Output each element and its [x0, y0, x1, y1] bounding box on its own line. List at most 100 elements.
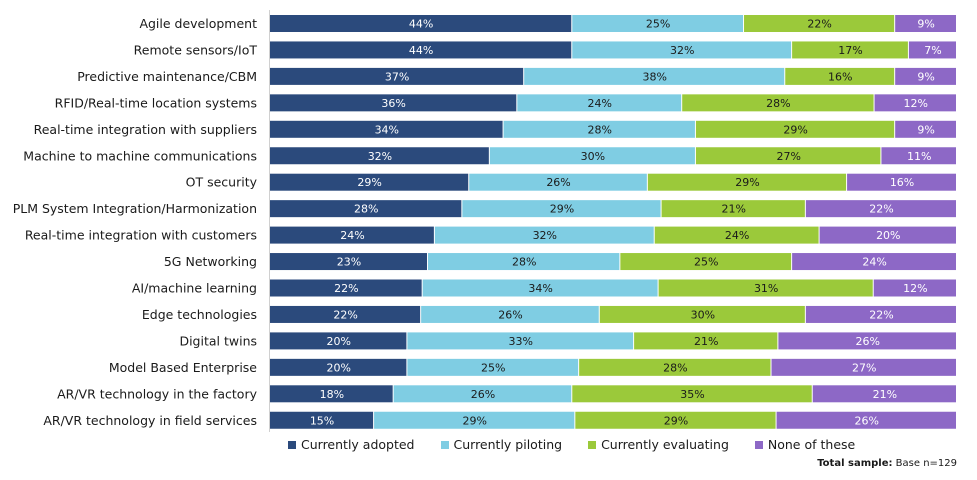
- bar-segment-currently-evaluating: [785, 67, 895, 85]
- data-label: 35%: [680, 388, 704, 401]
- data-label: 16%: [828, 70, 852, 83]
- bar-segment-currently-adopted: [270, 226, 434, 244]
- data-label: 20%: [876, 229, 900, 242]
- data-label: 29%: [462, 414, 486, 427]
- bar-segment-currently-evaluating: [695, 120, 895, 138]
- bar-segment-currently-adopted: [270, 15, 572, 32]
- bar-segment-currently-piloting: [462, 200, 661, 218]
- bar-segment-currently-adopted: [270, 120, 503, 138]
- bar-segment-currently-adopted: [270, 358, 407, 376]
- data-label: 32%: [670, 44, 694, 57]
- bar-segment-none-of-these: [812, 385, 956, 403]
- data-label: 12%: [904, 97, 928, 110]
- bar-segment-currently-adopted: [270, 253, 428, 271]
- bar-segment-currently-piloting: [524, 67, 785, 85]
- bar-segment-currently-piloting: [572, 15, 744, 32]
- data-label: 22%: [334, 282, 358, 295]
- category-label: Predictive maintenance/CBM: [77, 69, 257, 84]
- data-label: 26%: [498, 308, 522, 321]
- bar-segment-none-of-these: [847, 173, 956, 191]
- legend-label: Currently adopted: [301, 437, 415, 452]
- bar-segment-currently-piloting: [503, 120, 695, 138]
- data-label: 18%: [320, 388, 344, 401]
- data-label: 32%: [368, 150, 392, 163]
- data-label: 7%: [924, 44, 941, 57]
- footnote-text: Base n=129: [892, 458, 957, 469]
- bar-segment-currently-piloting: [374, 411, 575, 429]
- bar-segment-currently-piloting: [517, 94, 682, 112]
- category-label: Agile development: [139, 16, 257, 31]
- data-label: 29%: [664, 414, 688, 427]
- category-label: Edge technologies: [142, 307, 257, 322]
- data-label: 21%: [721, 203, 745, 216]
- bar-segment-currently-evaluating: [682, 94, 874, 112]
- data-label: 27%: [852, 361, 876, 374]
- category-label: Remote sensors/IoT: [134, 42, 258, 57]
- bar-segment-currently-evaluating: [654, 226, 819, 244]
- data-label: 24%: [340, 229, 364, 242]
- bar-segment-currently-piloting: [572, 41, 792, 59]
- data-label: 20%: [326, 361, 350, 374]
- legend-label: Currently evaluating: [601, 437, 729, 452]
- category-label: PLM System Integration/Harmonization: [13, 201, 257, 216]
- bar-segment-none-of-these: [895, 67, 956, 85]
- data-label: 29%: [783, 123, 807, 136]
- bar-segment-currently-adopted: [270, 305, 421, 323]
- bar-segment-none-of-these: [776, 411, 956, 429]
- data-label: 29%: [357, 176, 381, 189]
- category-label: Machine to machine communications: [23, 148, 257, 163]
- data-label: 34%: [528, 282, 552, 295]
- category-label: OT security: [186, 175, 258, 190]
- bar-segment-none-of-these: [908, 41, 956, 59]
- category-label: Real-time integration with suppliers: [34, 122, 257, 137]
- legend-swatch: [754, 440, 763, 449]
- bar-segment-currently-adopted: [270, 200, 462, 218]
- bar-segment-currently-piloting: [407, 332, 634, 350]
- data-label: 30%: [581, 150, 605, 163]
- bar-segment-currently-evaluating: [744, 15, 895, 32]
- bar-segment-none-of-these: [778, 332, 956, 350]
- data-label: 22%: [333, 308, 357, 321]
- data-label: 16%: [890, 176, 914, 189]
- data-label: 28%: [512, 256, 536, 269]
- category-label: AR/VR technology in the factory: [57, 386, 258, 401]
- legend-label: Currently piloting: [453, 437, 563, 452]
- data-label: 38%: [642, 70, 666, 83]
- data-label: 29%: [550, 203, 574, 216]
- data-label: 17%: [838, 44, 862, 57]
- data-label: 22%: [869, 203, 893, 216]
- data-label: 12%: [903, 282, 927, 295]
- bar-segment-currently-evaluating: [661, 200, 805, 218]
- data-label: 37%: [385, 70, 409, 83]
- bar-segment-currently-piloting: [407, 358, 579, 376]
- bar-segment-currently-piloting: [422, 279, 658, 297]
- data-label: 32%: [533, 229, 557, 242]
- bar-segment-none-of-these: [819, 226, 956, 244]
- bar-segment-currently-piloting: [469, 173, 647, 191]
- data-label: 36%: [381, 97, 405, 110]
- bar-segment-currently-evaluating: [599, 305, 805, 323]
- data-label: 25%: [481, 361, 505, 374]
- bar-segment-none-of-these: [881, 147, 956, 165]
- legend-item-piloting: Currently piloting: [440, 437, 563, 452]
- data-label: 29%: [735, 176, 759, 189]
- bar-segment-currently-piloting: [421, 305, 599, 323]
- bar-segment-currently-evaluating: [647, 173, 847, 191]
- data-label: 21%: [873, 388, 897, 401]
- data-label: 20%: [326, 335, 350, 348]
- bar-segment-currently-adopted: [270, 94, 517, 112]
- bar-segment-currently-adopted: [270, 41, 572, 59]
- bar-segment-currently-piloting: [434, 226, 654, 244]
- category-label: AR/VR technology in field services: [43, 413, 257, 428]
- bar-segment-currently-adopted: [270, 173, 469, 191]
- category-label: Model Based Enterprise: [109, 360, 257, 375]
- data-label: 28%: [663, 361, 687, 374]
- data-label: 9%: [917, 123, 934, 136]
- bar-segment-none-of-these: [805, 200, 956, 218]
- bar-segment-none-of-these: [874, 94, 956, 112]
- legend-item-none: None of these: [754, 437, 855, 452]
- data-label: 23%: [337, 256, 361, 269]
- bar-segment-currently-piloting: [489, 147, 695, 165]
- bar-segment-currently-adopted: [270, 411, 374, 429]
